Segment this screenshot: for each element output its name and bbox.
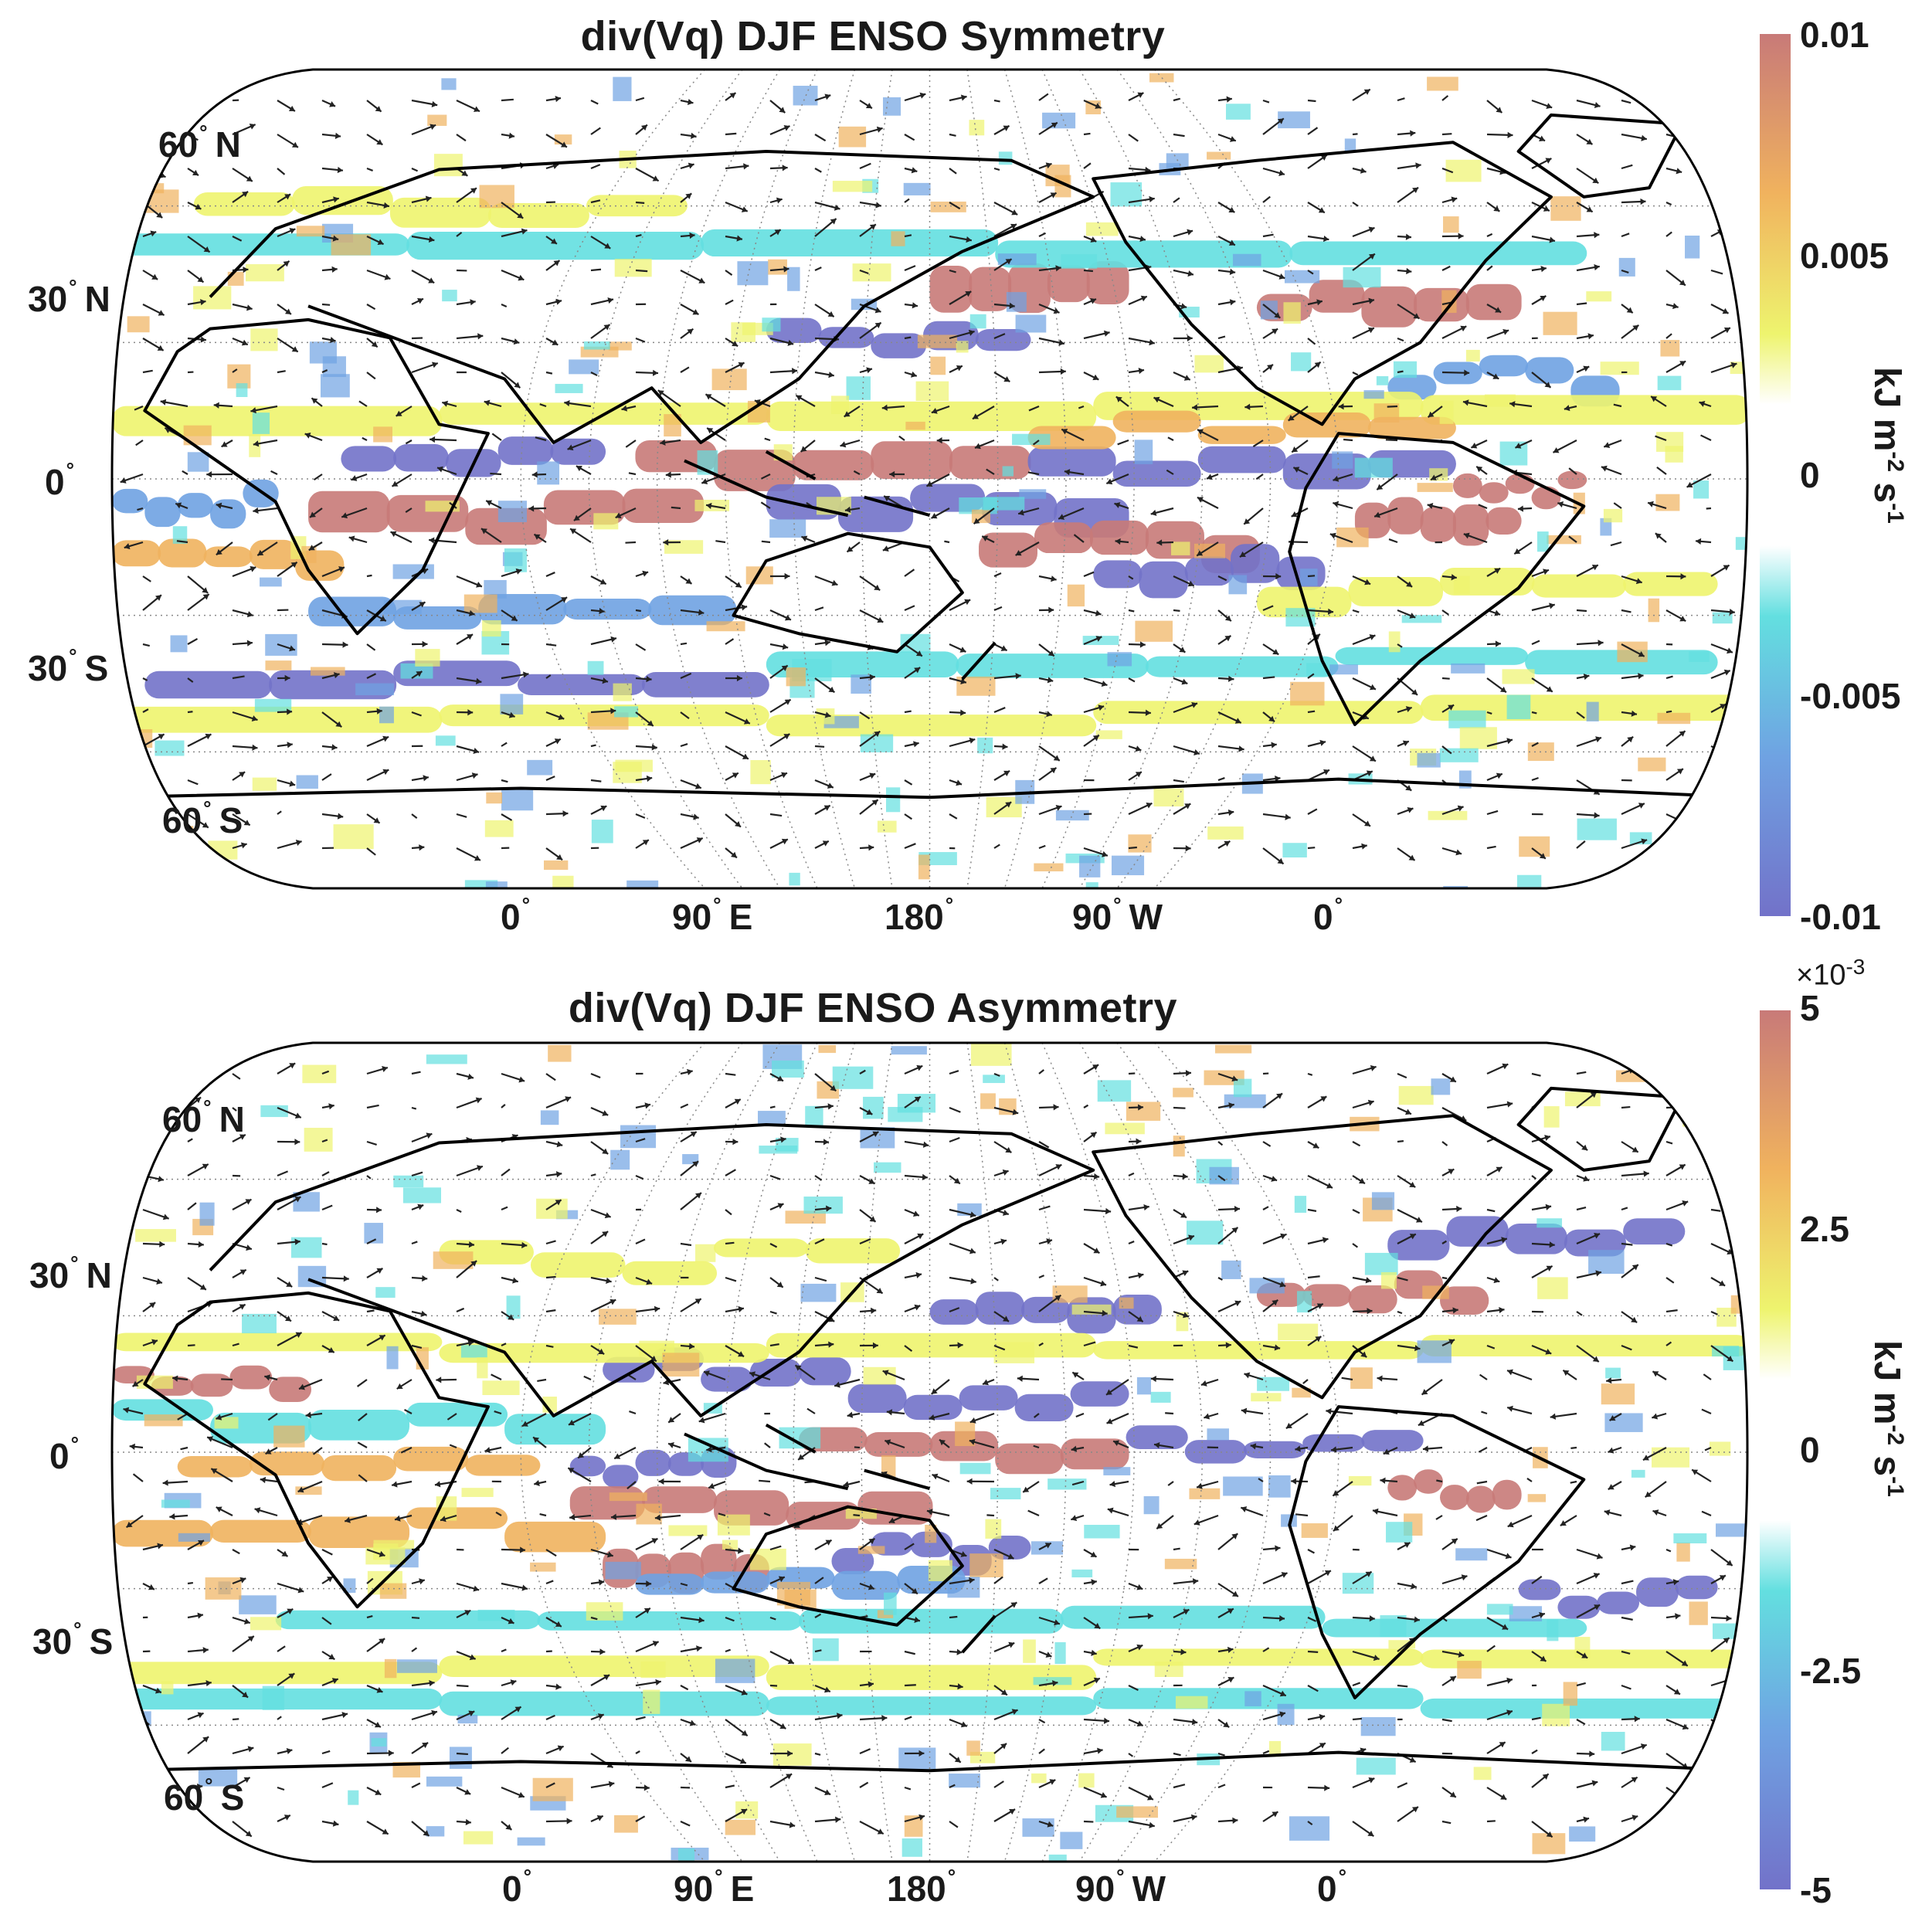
colorbar-tick: -0.005 [1800,676,1901,716]
colorbar-unit-label: kJ m-2 s-1 [1866,367,1908,524]
map-field [112,1043,1747,1862]
panel-symmetry: div(Vq) DJF ENSO Symmetry 60° N 30° N 0° 3… [0,0,1932,958]
lon-label-90w: 90° W [1072,893,1163,937]
colorbar-tick: 0 [1800,455,1820,495]
lat-label-60n: 60° N [162,1095,245,1139]
lon-label-0-left: 0° [502,1865,531,1909]
panel-asymmetry: div(Vq) DJF ENSO Asymmetry 60° N 30° N 0° … [0,955,1932,1918]
lon-label-180: 180° [885,893,954,937]
lat-label-30s: 30° S [28,644,109,688]
lon-label-180: 180° [887,1865,956,1909]
colorbar-unit-label: kJ m-2 s-1 [1866,1340,1908,1497]
colorbar-tick: -5 [1800,1870,1832,1910]
lat-label-30n: 30° N [28,275,110,319]
panel-title: div(Vq) DJF ENSO Asymmetry [568,985,1178,1031]
map-field [112,70,1747,888]
lat-label-60s: 60° S [164,1774,245,1818]
lat-label-30n: 30° N [29,1251,112,1295]
lat-label-60n: 60° N [158,121,241,165]
lat-label-60s: 60° S [162,796,243,840]
lon-label-90w: 90° W [1075,1865,1166,1909]
colorbar-tick: -0.01 [1800,897,1881,937]
colorbar-tick: -2.5 [1800,1651,1862,1691]
panel-title: div(Vq) DJF ENSO Symmetry [580,13,1166,59]
lon-label-90e: 90° E [672,893,753,937]
lon-label-0-right: 0° [1317,1865,1346,1909]
map-border [110,1041,1749,1863]
lat-label-30s: 30° S [32,1618,114,1662]
colorbar-tick: 0 [1800,1430,1820,1470]
lat-label-0: 0° [49,1432,79,1476]
colorbar-tick: 0.01 [1800,15,1869,55]
map-symmetry [110,68,1749,890]
colorbar [1760,34,1791,916]
map-asymmetry [110,1041,1749,1863]
lat-label-0: 0° [45,458,74,502]
colorbar [1760,1010,1791,1889]
map-border [110,68,1749,890]
lon-label-0-right: 0° [1313,893,1343,937]
colorbar-tick: 5 [1800,988,1820,1028]
lon-label-0-left: 0° [501,893,530,937]
lon-label-90e: 90° E [674,1865,755,1909]
colorbar-tick: 2.5 [1800,1209,1849,1249]
colorbar-multiplier: ×10-3 [1796,955,1866,992]
colorbar-tick: 0.005 [1800,236,1890,276]
